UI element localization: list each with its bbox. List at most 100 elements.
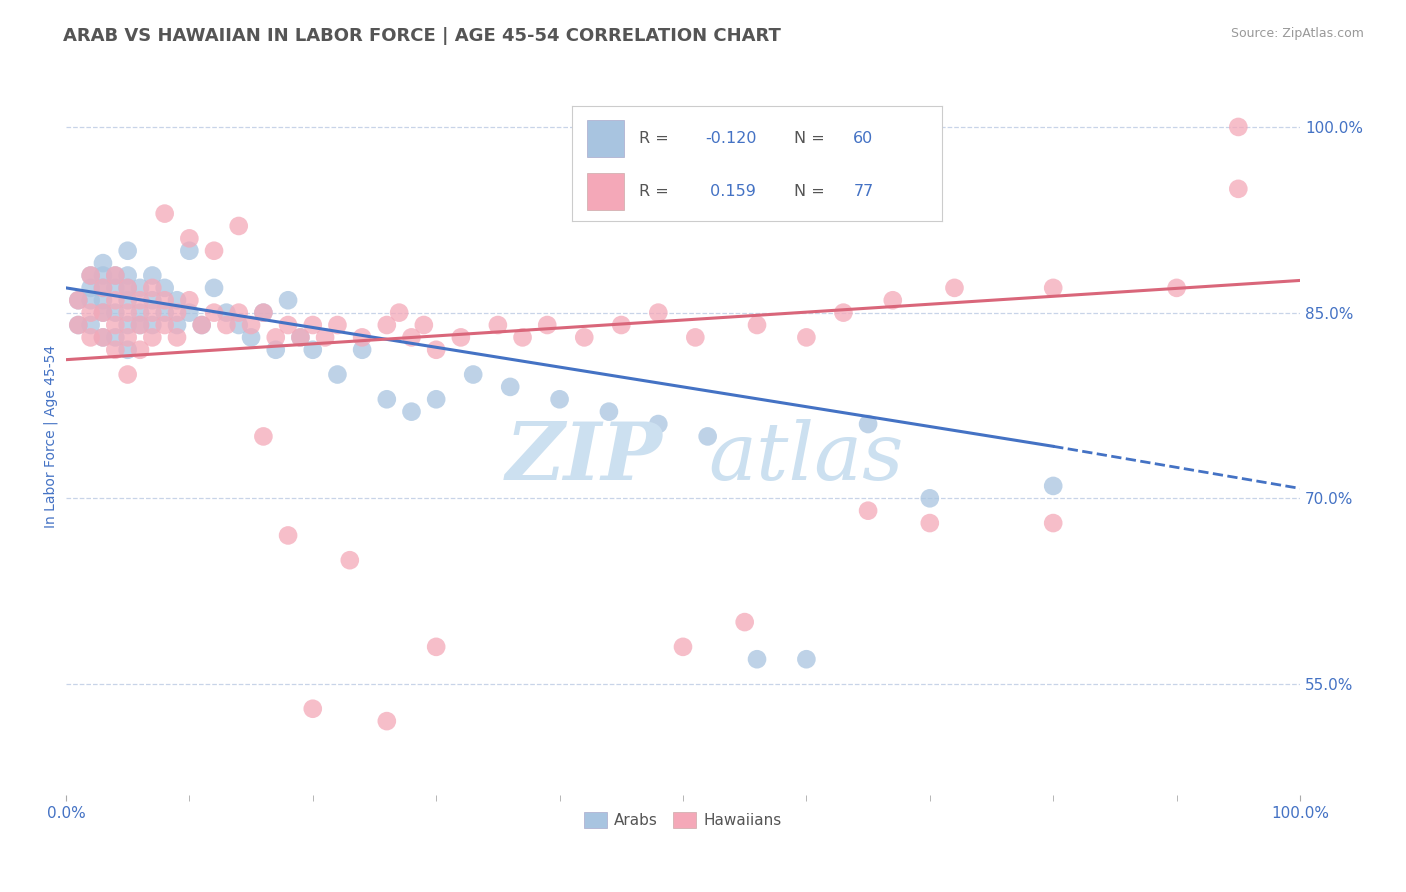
Point (290, 330, 312, 344)
Point (91, 281, 114, 295)
Point (574, 330, 596, 344)
Point (314, 330, 336, 344)
Point (104, 305, 127, 319)
Point (117, 293, 139, 308)
Point (91, 305, 114, 319)
Text: ARAB VS HAWAIIAN IN LABOR FORCE | AGE 45-54 CORRELATION CHART: ARAB VS HAWAIIAN IN LABOR FORCE | AGE 45… (63, 27, 782, 45)
Point (943, 281, 966, 295)
Point (79, 305, 101, 319)
Point (91, 330, 114, 344)
Point (1166, 281, 1188, 295)
Point (339, 553, 361, 567)
Point (117, 330, 139, 344)
Point (91, 281, 114, 295)
Point (129, 293, 152, 308)
Point (326, 318, 349, 332)
Point (117, 244, 139, 258)
Point (672, 640, 695, 654)
Point (129, 281, 152, 295)
Point (228, 305, 250, 319)
Point (141, 281, 163, 295)
Point (228, 318, 250, 332)
Point (512, 330, 534, 344)
Point (352, 330, 374, 344)
Text: atlas: atlas (709, 419, 904, 497)
Point (117, 305, 139, 319)
Point (1042, 516, 1064, 530)
Point (141, 293, 163, 308)
Point (401, 405, 423, 419)
Text: Source: ZipAtlas.com: Source: ZipAtlas.com (1230, 27, 1364, 40)
Point (166, 305, 188, 319)
Point (129, 343, 152, 357)
Point (190, 318, 212, 332)
Point (1227, 120, 1250, 134)
Point (104, 343, 127, 357)
Point (264, 343, 287, 357)
Point (104, 268, 127, 283)
Point (117, 318, 139, 332)
Point (277, 293, 299, 308)
Point (375, 318, 398, 332)
Point (388, 305, 411, 319)
Point (277, 528, 299, 542)
Point (202, 244, 225, 258)
Point (240, 318, 263, 332)
Point (179, 231, 201, 245)
Point (1042, 479, 1064, 493)
Point (91, 293, 114, 308)
Point (104, 330, 127, 344)
Point (91, 305, 114, 319)
Point (202, 305, 225, 319)
Point (129, 318, 152, 332)
Point (166, 318, 188, 332)
Point (252, 305, 274, 319)
Point (104, 281, 127, 295)
Point (548, 392, 571, 407)
Point (67, 318, 90, 332)
Point (486, 318, 509, 332)
Point (326, 368, 349, 382)
Point (401, 330, 423, 344)
Point (117, 281, 139, 295)
Point (882, 293, 904, 308)
Point (117, 281, 139, 295)
Point (301, 343, 323, 357)
Point (647, 305, 669, 319)
Point (153, 281, 176, 295)
Point (252, 429, 274, 443)
Point (1227, 182, 1250, 196)
Point (536, 318, 558, 332)
Point (856, 417, 879, 431)
Point (301, 318, 323, 332)
Point (141, 330, 163, 344)
Point (647, 417, 669, 431)
Point (104, 293, 127, 308)
Point (166, 330, 188, 344)
Y-axis label: In Labor Force | Age 45-54: In Labor Force | Age 45-54 (44, 345, 58, 528)
Legend: Arabs, Hawaiians: Arabs, Hawaiians (578, 806, 789, 834)
Point (215, 318, 238, 332)
Point (252, 305, 274, 319)
Point (79, 268, 101, 283)
Point (425, 640, 447, 654)
Point (290, 330, 312, 344)
Point (179, 305, 201, 319)
Point (153, 293, 176, 308)
Point (745, 652, 768, 666)
Text: ZIP: ZIP (506, 419, 662, 497)
Point (856, 504, 879, 518)
Point (141, 305, 163, 319)
Point (153, 206, 176, 220)
Point (153, 305, 176, 319)
Point (425, 343, 447, 357)
Point (832, 305, 855, 319)
Point (352, 343, 374, 357)
Point (301, 702, 323, 716)
Point (450, 330, 472, 344)
Point (215, 305, 238, 319)
Point (179, 293, 201, 308)
Point (91, 330, 114, 344)
Point (117, 343, 139, 357)
Point (918, 516, 941, 530)
